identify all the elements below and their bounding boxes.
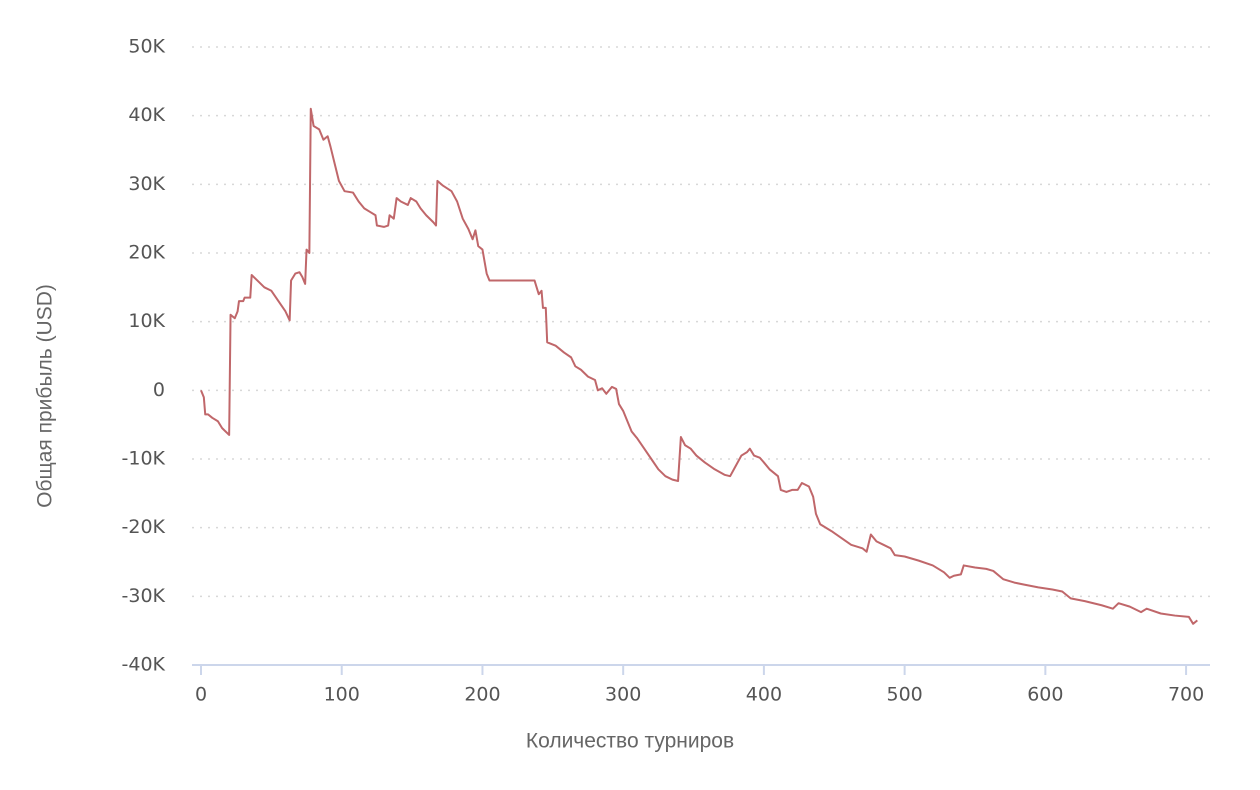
x-tick-label: 500 bbox=[886, 684, 922, 706]
line bbox=[200, 107, 1198, 625]
y-tick-label: 50K bbox=[128, 36, 165, 58]
y-tick-label: -10K bbox=[122, 448, 166, 470]
y-tick-label: 30K bbox=[128, 173, 165, 195]
y-tick-label: 20K bbox=[128, 242, 165, 264]
x-tick-label: 0 bbox=[195, 684, 207, 706]
y-tick-label: -20K bbox=[122, 516, 166, 538]
x-tick-label: 300 bbox=[605, 684, 641, 706]
y-tick-label: 0 bbox=[153, 379, 165, 401]
y-tick-label: 40K bbox=[128, 104, 165, 126]
y-tick-label: -40K bbox=[122, 654, 166, 676]
x-tick-label: 600 bbox=[1027, 684, 1063, 706]
x-tick-label: 400 bbox=[746, 684, 782, 706]
x-tick-label: 200 bbox=[464, 684, 500, 706]
x-tick-label: 100 bbox=[324, 684, 360, 706]
y-tick-label: 10K bbox=[128, 310, 165, 332]
x-tick-label: 700 bbox=[1168, 684, 1204, 706]
x-axis-title: Количество турниров bbox=[526, 730, 734, 753]
y-axis-title: Общая прибыль (USD) bbox=[34, 284, 57, 508]
y-tick-label: -30K bbox=[122, 585, 166, 607]
